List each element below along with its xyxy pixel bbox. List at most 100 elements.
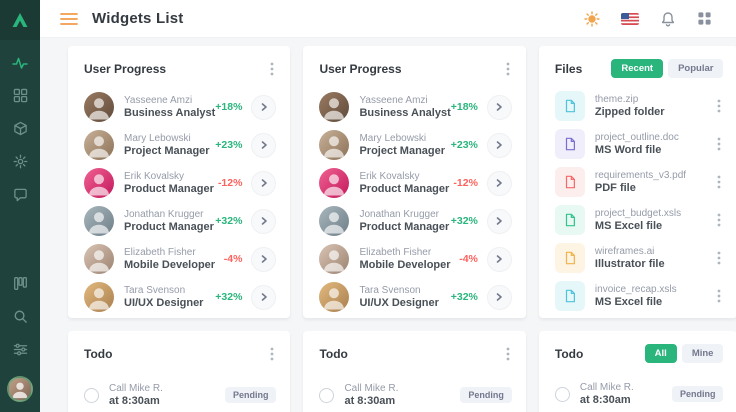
- todo-checkbox[interactable]: [554, 386, 570, 402]
- user-avatar: [84, 92, 114, 122]
- file-type-icon: [554, 91, 585, 121]
- user-avatar: [84, 206, 114, 236]
- file-icon: [565, 175, 575, 189]
- kebab-menu-button[interactable]: [268, 344, 276, 364]
- sidebar-item-settings[interactable]: [0, 145, 40, 178]
- chevron-right-button[interactable]: [486, 132, 512, 158]
- app-logo[interactable]: [0, 0, 40, 40]
- kebab-menu-button[interactable]: [715, 248, 723, 268]
- user-info: Yasseene Amzi Business Analyst: [124, 95, 215, 119]
- kebab-menu-button[interactable]: [715, 134, 723, 154]
- chevron-right-button[interactable]: [251, 208, 277, 234]
- file-type-icon: [554, 167, 585, 197]
- todo-list: Call Mike R. at 8:30am Pending Finish do…: [68, 373, 290, 412]
- tab-mine[interactable]: Mine: [681, 344, 724, 363]
- chevron-right-icon: [497, 141, 503, 149]
- kebab-menu-button[interactable]: [715, 172, 723, 192]
- user-change: +18%: [450, 101, 478, 113]
- chevron-right-button[interactable]: [486, 208, 512, 234]
- kebab-icon: [718, 289, 721, 303]
- chevron-right-button[interactable]: [486, 246, 512, 272]
- menu-toggle-button[interactable]: [60, 12, 78, 26]
- user-name: Elizabeth Fisher: [124, 247, 196, 258]
- todo-card-3: Todo All Mine Call Mike R. at 8:30am Pen…: [538, 331, 736, 412]
- todo-info: Call Mike R. at 8:30am: [580, 382, 672, 406]
- language-selector[interactable]: [621, 12, 639, 25]
- chevron-right-button[interactable]: [486, 94, 512, 120]
- kebab-menu-button[interactable]: [715, 286, 723, 306]
- todo-time: at 8:30am: [579, 394, 631, 406]
- theme-toggle-button[interactable]: [584, 10, 600, 27]
- tab-recent[interactable]: Recent: [611, 59, 664, 78]
- user-name: Erik Kovalsky: [359, 171, 420, 182]
- file-row: requirements_v3.pdf PDF file: [554, 163, 724, 201]
- file-icon: [565, 289, 575, 303]
- chevron-right-button[interactable]: [251, 94, 277, 120]
- todo-text: Call Mike R.: [344, 383, 399, 394]
- user-change: +23%: [215, 139, 243, 151]
- user-change: +32%: [450, 291, 478, 303]
- user-role: Project Manager: [124, 145, 210, 157]
- file-icon: [565, 213, 575, 227]
- chat-icon: [13, 188, 27, 202]
- bell-icon: [661, 11, 675, 27]
- sidebar-item-messages[interactable]: [0, 178, 40, 211]
- sidebar-item-widgets[interactable]: [0, 46, 40, 79]
- grid-icon: [13, 88, 27, 103]
- user-row: Erik Kovalsky Product Manager -12%: [319, 164, 512, 202]
- kebab-menu-button[interactable]: [504, 59, 512, 79]
- todo-row: Call Mike R. at 8:30am Pending: [84, 375, 277, 412]
- notifications-button[interactable]: [660, 11, 676, 27]
- chevron-right-icon: [261, 103, 267, 111]
- todo-list: Call Mike R. at 8:30am Pending Finish do…: [303, 373, 525, 412]
- file-info: theme.zip Zipped folder: [595, 94, 716, 118]
- kebab-menu-button[interactable]: [268, 59, 276, 79]
- file-icon: [565, 251, 575, 265]
- user-info: Jonathan Krugger Product Manager: [124, 209, 215, 233]
- user-info: Yasseene Amzi Business Analyst: [359, 95, 450, 119]
- chevron-right-button[interactable]: [251, 246, 277, 272]
- person-icon: [324, 250, 345, 272]
- todo-tabs: All Mine: [644, 344, 724, 363]
- todo-text: Call Mike R.: [109, 383, 163, 394]
- user-change: +32%: [215, 291, 243, 303]
- sidebar-item-search[interactable]: [0, 300, 40, 333]
- sidebar-item-components[interactable]: [0, 112, 40, 145]
- user-info: Mary Lebowski Project Manager: [124, 133, 215, 157]
- kebab-icon: [718, 99, 721, 113]
- kebab-menu-button[interactable]: [504, 344, 512, 364]
- tab-all[interactable]: All: [644, 344, 677, 363]
- user-change: -4%: [459, 253, 478, 265]
- activity-icon: [12, 57, 28, 69]
- sidebar-user-avatar[interactable]: [7, 376, 33, 402]
- user-list: Yasseene Amzi Business Analyst +18% Mary…: [68, 88, 290, 316]
- apps-icon: [698, 12, 711, 25]
- apps-menu-button[interactable]: [697, 11, 712, 26]
- user-info: Jonathan Krugger Product Manager: [359, 209, 450, 233]
- chevron-right-button[interactable]: [251, 132, 277, 158]
- file-icon: [565, 137, 575, 151]
- user-info: Erik Kovalsky Product Manager: [124, 171, 218, 195]
- sidebar-item-kanban[interactable]: [0, 267, 40, 300]
- todo-list: Call Mike R. at 8:30am Pending Finish do…: [539, 372, 736, 412]
- todo-checkbox[interactable]: [84, 387, 99, 403]
- kebab-menu-button[interactable]: [715, 210, 723, 230]
- sidebar-item-preferences[interactable]: [0, 333, 40, 366]
- chevron-right-button[interactable]: [251, 170, 277, 196]
- chevron-right-button[interactable]: [486, 170, 512, 196]
- chevron-right-button[interactable]: [486, 284, 512, 310]
- file-type: Zipped folder: [594, 106, 665, 118]
- todo-checkbox[interactable]: [319, 387, 335, 403]
- chevron-right-button[interactable]: [251, 284, 277, 310]
- tab-popular[interactable]: Popular: [668, 59, 724, 78]
- todo-time: at 8:30am: [109, 395, 160, 407]
- sidebar-item-dashboard[interactable]: [0, 79, 40, 112]
- user-name: Yasseene Amzi: [359, 95, 428, 106]
- card-title: User Progress: [319, 62, 402, 76]
- person-icon: [324, 98, 345, 120]
- kebab-menu-button[interactable]: [715, 96, 723, 116]
- gear-icon: [13, 154, 27, 169]
- user-name: Yasseene Amzi: [124, 95, 193, 106]
- user-row: Tara Svenson UI/UX Designer +32%: [319, 278, 512, 316]
- file-name: theme.zip: [594, 94, 639, 105]
